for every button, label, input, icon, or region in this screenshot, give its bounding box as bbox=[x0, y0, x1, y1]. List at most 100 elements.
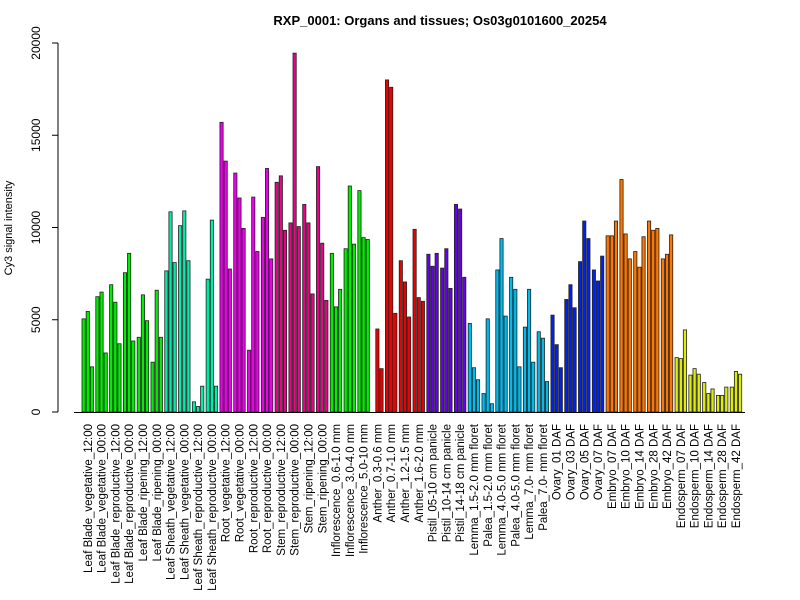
bars-group bbox=[81, 52, 743, 413]
bar bbox=[682, 329, 687, 413]
bar bbox=[596, 280, 601, 413]
bar bbox=[375, 328, 380, 413]
bar bbox=[453, 204, 459, 413]
bar bbox=[426, 253, 431, 413]
x-tick-label: Pistil_10-14 cm panicle bbox=[441, 424, 453, 542]
bar bbox=[296, 226, 301, 413]
bar bbox=[651, 229, 656, 413]
x-tick-label: Stem_ripening_00:00 bbox=[317, 424, 329, 533]
bar bbox=[558, 367, 563, 413]
bar bbox=[678, 358, 683, 413]
x-tick-label: Embryo_10 DAF bbox=[621, 424, 633, 509]
bar bbox=[260, 216, 265, 413]
bar bbox=[145, 320, 150, 413]
bar bbox=[688, 374, 693, 413]
x-tick-label: Stem_reproductive_12:00 bbox=[276, 424, 288, 556]
bar bbox=[324, 299, 329, 413]
bar bbox=[402, 281, 407, 413]
bar bbox=[458, 208, 463, 413]
bar bbox=[536, 331, 541, 413]
bar bbox=[158, 336, 163, 413]
bar bbox=[545, 381, 550, 413]
x-tick-label: Leaf Sheath_vegetative_00:00 bbox=[179, 424, 191, 580]
bar bbox=[365, 239, 370, 413]
x-tick-label: Ovary_05 DAF bbox=[579, 424, 591, 500]
bar bbox=[412, 228, 417, 413]
bar bbox=[278, 175, 283, 413]
bar bbox=[282, 229, 287, 413]
bar bbox=[702, 382, 707, 413]
bar bbox=[623, 233, 628, 413]
x-tick-label: Anther_0.7-1.0 mm bbox=[386, 424, 398, 522]
bar bbox=[233, 172, 238, 413]
bar bbox=[274, 181, 279, 413]
bar bbox=[471, 367, 476, 413]
y-axis-label: Cy3 signal intensity bbox=[3, 180, 15, 275]
bar bbox=[627, 258, 632, 413]
bar bbox=[591, 269, 596, 413]
bar bbox=[527, 288, 532, 413]
bar bbox=[434, 252, 439, 413]
bar bbox=[578, 261, 583, 413]
bar bbox=[99, 291, 104, 413]
bar bbox=[609, 235, 614, 413]
bar bbox=[237, 197, 242, 413]
x-tick-label: Pistil_05-10 cm panicle bbox=[428, 424, 440, 542]
bar bbox=[692, 368, 697, 413]
x-tick-label: Pistil_14-18 cm panicle bbox=[455, 424, 467, 542]
bar bbox=[522, 326, 527, 413]
x-tick-label: Endosperm_28 DAF bbox=[717, 424, 729, 528]
bar bbox=[517, 366, 522, 413]
bar bbox=[448, 287, 453, 413]
bar bbox=[696, 373, 701, 413]
x-tick-label: Lemma_1.5-2.0 mm floret bbox=[469, 423, 481, 555]
bar bbox=[531, 361, 536, 413]
x-tick-label: Endosperm_14 DAF bbox=[703, 424, 715, 528]
x-tick-label: Embryo_42 DAF bbox=[662, 424, 674, 509]
bar bbox=[127, 252, 132, 413]
bar bbox=[251, 196, 256, 413]
x-tick-label: Endosperm_42 DAF bbox=[731, 424, 743, 528]
x-tick-label: Leaf Blade_reproductive_00:00 bbox=[124, 424, 136, 584]
bar bbox=[619, 179, 624, 413]
bar bbox=[178, 225, 183, 413]
bar bbox=[379, 368, 384, 413]
bar bbox=[85, 311, 90, 413]
bar bbox=[113, 301, 118, 413]
bar bbox=[241, 228, 246, 413]
bar bbox=[109, 284, 114, 413]
bar bbox=[103, 352, 108, 413]
x-tick-label: Leaf Sheath_reproductive_12:00 bbox=[193, 424, 205, 591]
bar bbox=[385, 79, 390, 413]
bar bbox=[164, 270, 169, 413]
bar bbox=[664, 253, 670, 413]
x-tick-label: Leaf Blade_ripening_12:00 bbox=[138, 424, 150, 561]
x-tick-label: Embryo_07 DAF bbox=[607, 424, 619, 509]
bar bbox=[213, 385, 219, 413]
bar bbox=[227, 268, 232, 413]
bar bbox=[316, 166, 321, 413]
bar bbox=[564, 299, 569, 413]
bar bbox=[407, 316, 412, 413]
x-tick-label: Inflorescence_0.6-1.0 mm bbox=[331, 424, 343, 557]
bar bbox=[196, 406, 201, 413]
bar bbox=[186, 260, 191, 413]
bar bbox=[209, 219, 214, 413]
bar bbox=[485, 318, 490, 413]
bar bbox=[440, 267, 445, 413]
x-tick-label: Anther_1.2-1.5 mm bbox=[400, 424, 412, 522]
bar bbox=[393, 312, 398, 413]
bar bbox=[540, 337, 545, 413]
bar bbox=[550, 314, 555, 413]
x-tick-label: Ovary_03 DAF bbox=[566, 424, 578, 500]
bar bbox=[582, 220, 587, 413]
bar bbox=[568, 284, 573, 413]
bar bbox=[338, 288, 343, 413]
bar bbox=[150, 361, 155, 413]
y-tick-label: 20000 bbox=[29, 26, 43, 60]
x-tick-label: Root_reproductive_00:00 bbox=[262, 424, 274, 553]
bar bbox=[343, 248, 348, 413]
bar bbox=[420, 300, 425, 413]
bar bbox=[351, 243, 356, 413]
bar bbox=[247, 349, 252, 413]
